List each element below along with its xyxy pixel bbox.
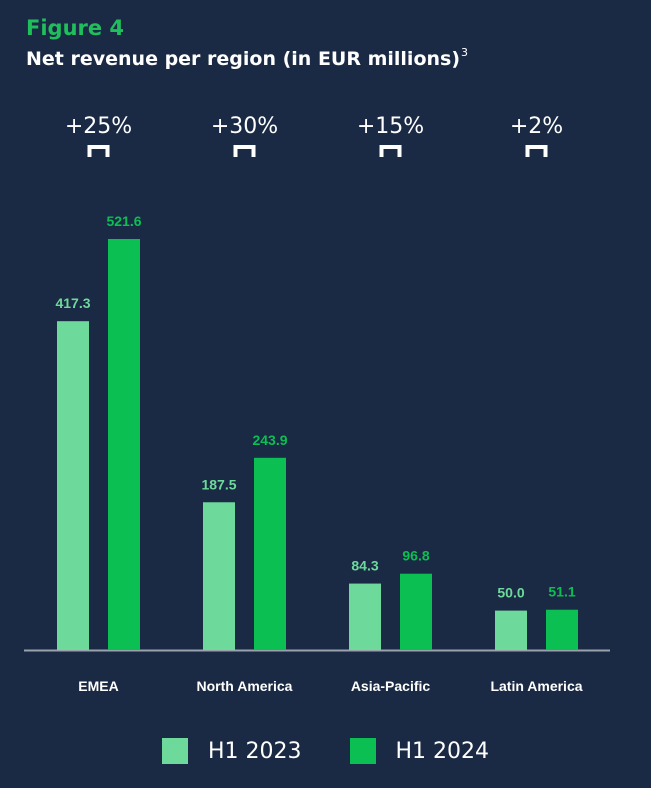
chart-title: Net revenue per region (in EUR millions)… [26, 46, 468, 70]
bar-asia-pacific-h1-2024 [400, 573, 432, 650]
growth-label-latin-america: +2% [510, 114, 563, 139]
data-label-latin-america-h1-2023: 50.0 [497, 585, 524, 601]
growth-label-emea: +25% [65, 114, 132, 139]
figure-label: Figure 4 [26, 16, 125, 40]
bracket-icon-latin-america [525, 145, 548, 157]
legend-swatch-h1-2023 [161, 738, 188, 764]
bracket-icon-emea [87, 145, 110, 157]
bar-north-america-h1-2024 [254, 457, 286, 650]
data-label-asia-pacific-h1-2023: 84.3 [351, 558, 378, 574]
data-label-asia-pacific-h1-2024: 96.8 [402, 548, 429, 564]
bar-chart: 417.3 521.6 EMEA +25% 187.5 243.9 North Americ… [24, 114, 610, 694]
title-footnote: 3 [461, 46, 469, 59]
legend-swatch-h1-2024 [349, 738, 376, 764]
x-tick-label-emea: EMEA [78, 678, 118, 694]
bar-latin-america-h1-2024 [546, 609, 578, 650]
legend-item-h1-2023: H1 2023 [161, 738, 302, 764]
data-label-emea-h1-2024: 521.6 [106, 213, 141, 229]
data-label-north-america-h1-2024: 243.9 [252, 432, 287, 448]
growth-label-asia-pacific: +15% [357, 114, 424, 139]
bar-latin-america-h1-2023 [495, 610, 527, 650]
bar-emea-h1-2023 [57, 321, 89, 650]
bar-asia-pacific-h1-2023 [349, 583, 381, 650]
x-tick-label-asia-pacific: Asia-Pacific [351, 678, 431, 694]
legend-item-h1-2024: H1 2024 [349, 738, 490, 764]
bracket-icon-asia-pacific [379, 145, 402, 157]
x-tick-label-latin-america: Latin America [490, 678, 582, 694]
x-tick-label-north-america: North America [197, 678, 293, 694]
data-label-latin-america-h1-2024: 51.1 [548, 584, 575, 600]
legend: H1 2023 H1 2024 [0, 738, 651, 764]
growth-label-north-america: +30% [211, 114, 278, 139]
data-label-emea-h1-2023: 417.3 [55, 295, 90, 311]
bracket-icon-north-america [233, 145, 256, 157]
chart-title-text: Net revenue per region (in EUR millions) [26, 48, 461, 70]
bar-emea-h1-2024 [108, 239, 140, 650]
legend-label-h1-2023: H1 2023 [207, 738, 302, 764]
legend-label-h1-2024: H1 2024 [395, 738, 490, 764]
bar-north-america-h1-2023 [203, 502, 235, 650]
data-label-north-america-h1-2023: 187.5 [201, 476, 236, 492]
